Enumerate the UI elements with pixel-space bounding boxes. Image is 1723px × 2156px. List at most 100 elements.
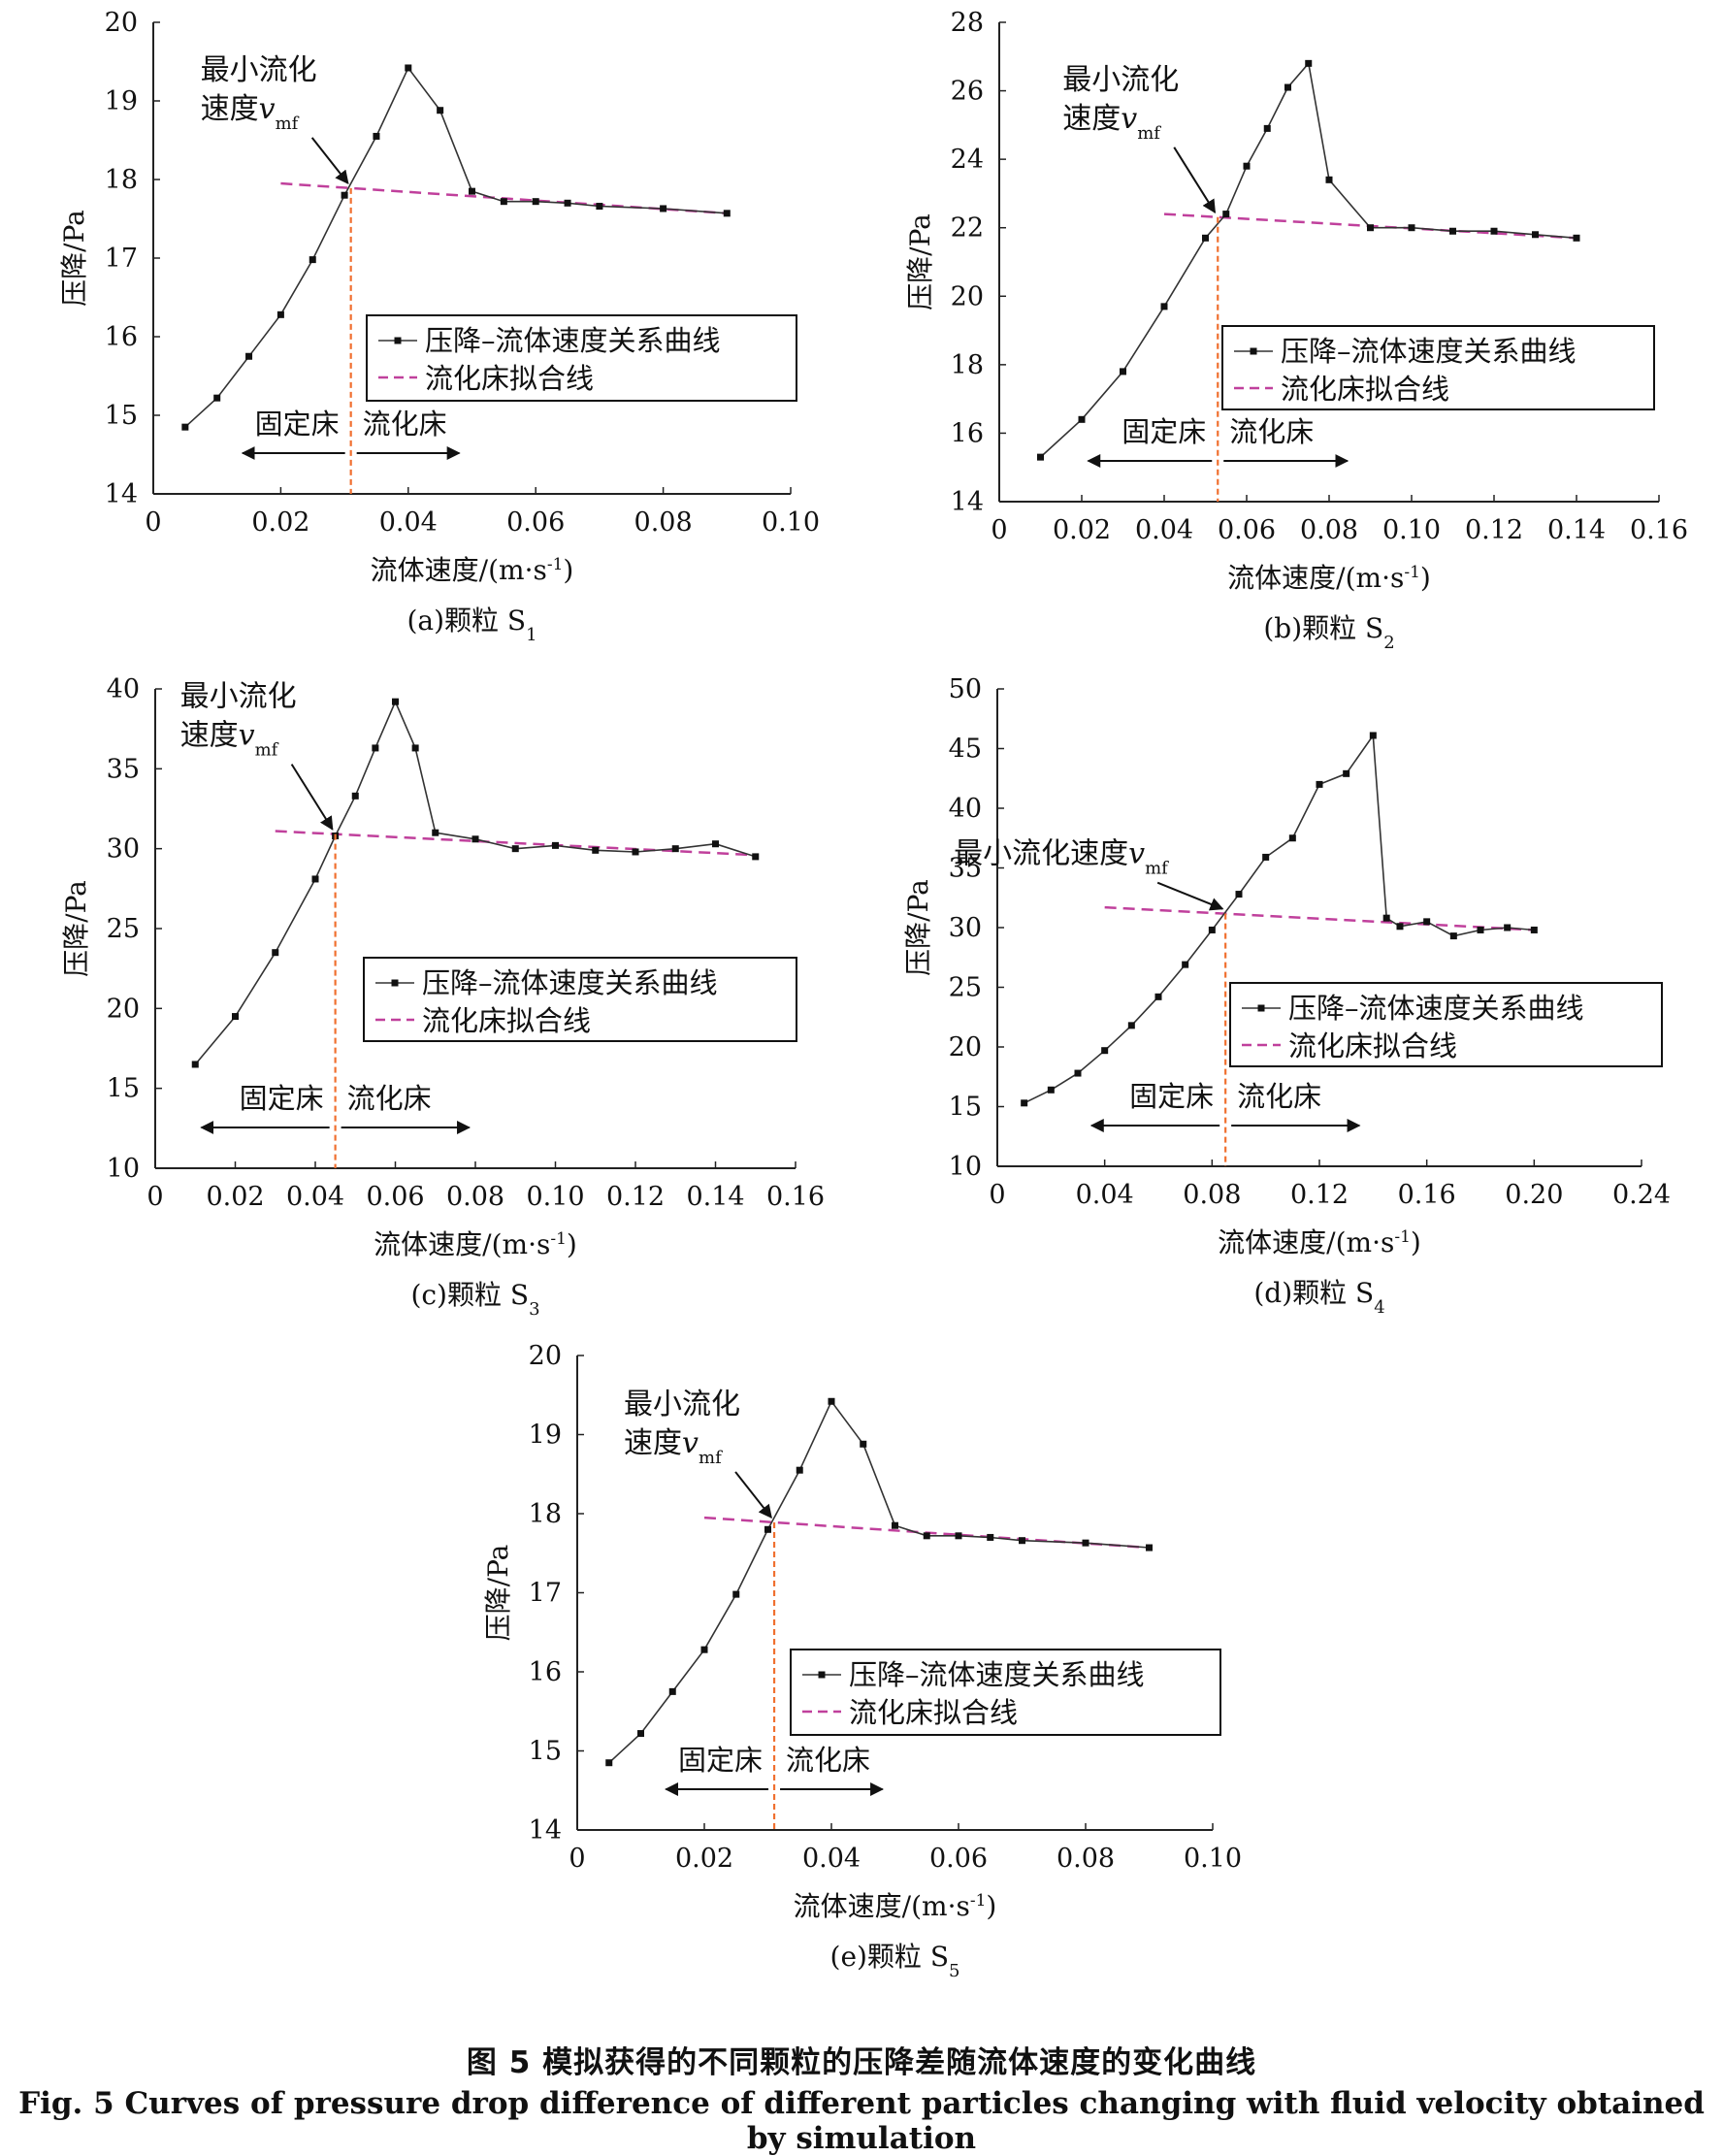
y-tick-label: 17 [529, 1579, 562, 1609]
data-point [632, 848, 639, 856]
data-point [955, 1532, 962, 1540]
data-point [1325, 176, 1333, 183]
y-tick-label: 45 [949, 735, 982, 765]
data-point [1146, 1544, 1153, 1552]
data-point [1504, 924, 1512, 931]
chart-panel-a: 14 15 16 17 18 19 20 0 0.02 0.04 0.06 0.08 0.10 压降/Pa… [58, 8, 820, 645]
data-point [213, 394, 221, 402]
y-tick-label: 15 [105, 401, 138, 431]
y-tick-label: 15 [529, 1737, 562, 1767]
figure-caption-english: Fig. 5 Curves of pressure drop differenc… [18, 2086, 1705, 2156]
y-tick-label: 16 [529, 1657, 562, 1687]
pressure-drop-line [194, 700, 757, 1065]
vmf-arrow [290, 764, 334, 831]
fluidized-bed-label: 流化床 [1237, 1080, 1321, 1113]
x-tick-label: 0.04 [286, 1182, 344, 1212]
data-point [1160, 303, 1168, 310]
data-point [552, 841, 559, 849]
data-point [309, 256, 316, 264]
vmf-arrow [1156, 881, 1224, 911]
data-point [1367, 224, 1374, 232]
x-tick-label: 0.04 [379, 507, 438, 538]
data-point [1573, 234, 1580, 242]
data-point [923, 1532, 930, 1540]
legend-fit-label: 流化床拟合线 [1288, 1029, 1457, 1062]
data-point [1243, 162, 1251, 170]
data-point [1477, 926, 1484, 933]
data-point [637, 1730, 644, 1738]
vmf-annotation: 最小流化速度vmf [954, 837, 1169, 879]
data-point [1490, 227, 1498, 235]
data-point [1316, 780, 1323, 788]
fixed-bed-label: 固定床 [678, 1744, 763, 1777]
x-tick-label: 0.08 [1057, 1844, 1115, 1874]
data-point [1208, 926, 1216, 933]
y-tick-label: 26 [951, 77, 984, 107]
y-tick-label: 10 [107, 1154, 140, 1184]
x-tick-label: 0.02 [675, 1844, 733, 1874]
y-tick-label: 30 [107, 834, 140, 865]
x-tick-label: 0.04 [1076, 1180, 1134, 1210]
legend-fit-label: 流化床拟合线 [422, 1004, 591, 1037]
legend-fit-label: 流化床拟合线 [425, 362, 594, 395]
data-point [1284, 83, 1291, 91]
fit-line [1104, 905, 1535, 931]
fit-line [275, 830, 756, 857]
vmf-annotation: 最小流化 [624, 1388, 740, 1421]
data-point [471, 835, 479, 843]
x-tick-label: 0 [146, 1182, 163, 1212]
vmf-arrow [1173, 147, 1217, 213]
x-tick-label: 0.10 [762, 507, 820, 538]
data-point [432, 829, 439, 836]
data-point [723, 210, 731, 217]
data-point [1305, 59, 1313, 67]
legend-curve-label: 压降–流体速度关系曲线 [1288, 992, 1584, 1025]
data-point [605, 1759, 613, 1767]
chart-panel-b: 14 16 18 20 22 24 26 28 0 0.02 0.04 0.06 0.08 0.10 0.1… [904, 8, 1688, 653]
x-tick-label: 0.06 [1218, 515, 1276, 545]
vmf-annotation: 最小流化 [201, 53, 317, 87]
data-point [764, 1525, 771, 1533]
x-tick-label: 0.04 [1135, 515, 1193, 545]
legend-curve-marker [391, 979, 399, 987]
y-tick-label: 20 [105, 8, 138, 38]
pressure-drop-line [184, 66, 728, 428]
data-point [732, 1590, 740, 1598]
x-tick-label: 0.16 [1630, 515, 1688, 545]
y-tick-label: 18 [105, 165, 138, 195]
data-point [1263, 124, 1271, 132]
fixed-bed-label: 固定床 [1122, 415, 1206, 448]
legend-box [363, 957, 797, 1042]
y-axis-label: 压降/Pa [482, 1545, 514, 1642]
panel-caption: (e)颗粒 S5 [830, 1941, 960, 1981]
data-point [191, 1061, 199, 1068]
data-point [411, 744, 419, 752]
x-tick-label: 0.08 [1183, 1180, 1241, 1210]
y-tick-label: 25 [949, 973, 982, 1003]
x-tick-label: 0.06 [506, 507, 565, 538]
y-axis-label: 压降/Pa [58, 210, 90, 307]
fluidized-bed-label: 流化床 [347, 1082, 432, 1115]
pressure-drop-line [608, 1399, 1150, 1764]
data-point [1019, 1537, 1025, 1545]
vmf-annotation: 速度vmf [180, 719, 279, 761]
legend-fit-label: 流化床拟合线 [1281, 373, 1449, 406]
y-tick-label: 20 [951, 281, 984, 311]
data-point [1369, 732, 1377, 739]
fluidized-bed-label: 流化床 [1229, 415, 1314, 448]
data-point [1262, 853, 1270, 861]
y-tick-label: 20 [107, 994, 140, 1024]
data-point [1408, 224, 1415, 232]
x-axis-label: 流体速度/(m·s-1) [1218, 1226, 1421, 1258]
data-point [1222, 211, 1230, 218]
y-tick-label: 16 [951, 418, 984, 448]
data-point [1074, 1069, 1082, 1077]
chart-panel-e: 14 15 16 17 18 19 20 0 0.02 0.04 0.06 0.08 0.10 压降/Pa… [482, 1341, 1242, 1981]
data-point [1449, 932, 1457, 940]
y-tick-label: 15 [949, 1093, 982, 1123]
legend-curve-marker [818, 1671, 826, 1679]
data-point [671, 845, 679, 853]
data-point [1382, 914, 1390, 922]
x-tick-label: 0.04 [802, 1844, 861, 1874]
data-point [372, 744, 379, 752]
